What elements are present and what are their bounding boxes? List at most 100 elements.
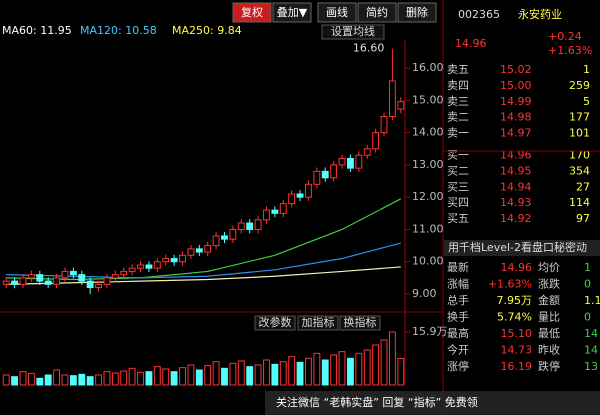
stat-label: 涨跌 — [538, 277, 560, 291]
volume-button[interactable] — [297, 315, 339, 331]
stat-value: 5.74% — [497, 311, 532, 324]
y-tick-label: 10.00 — [412, 255, 444, 268]
high-label: 16.60 — [353, 42, 385, 55]
candle-body — [321, 170, 329, 179]
volume-button[interactable] — [254, 315, 296, 331]
stat-label: 最低 — [538, 327, 560, 340]
toolbar-button-label[interactable]: 叠加▼ — [277, 6, 308, 19]
settings-button-label[interactable]: 设置均线 — [331, 24, 375, 38]
order-volume: 177 — [569, 111, 590, 124]
candle-body — [153, 261, 161, 269]
ma-legend: MA60: 11.95 — [2, 24, 72, 37]
order-price: 14.98 — [500, 111, 532, 124]
candle-body — [221, 235, 228, 240]
watermark-bar — [265, 391, 600, 415]
volume-bar — [19, 371, 27, 386]
toolbar-button-label[interactable]: 复权 — [241, 5, 263, 19]
stat-label: 涨幅 — [447, 278, 469, 291]
candle-body — [263, 209, 270, 221]
candle-body — [53, 277, 61, 285]
volume-bar — [321, 359, 329, 386]
volume-bar — [313, 352, 321, 386]
toolbar-button-label[interactable]: 删除 — [406, 5, 428, 19]
promo-text[interactable]: 用千档Level-2看盘口秘密动 — [448, 240, 587, 254]
volume-bar — [195, 369, 203, 386]
stat-label: 最新 — [447, 260, 469, 274]
volume-bar — [61, 374, 69, 386]
order-label: 卖四 — [447, 79, 469, 92]
stat-value: 0 — [584, 311, 591, 324]
y-tick-label: 9.00 — [412, 287, 437, 300]
volume-bar — [170, 371, 178, 386]
price-change-pct: +1.63% — [548, 44, 592, 57]
order-volume: 259 — [569, 79, 590, 92]
candle-body — [179, 254, 186, 263]
volume-bar — [397, 358, 405, 386]
volume-bar — [380, 339, 388, 386]
candle-body — [19, 277, 27, 285]
toolbar-button-label[interactable]: 简约 — [366, 5, 388, 19]
candle-body — [195, 248, 203, 253]
candle-body — [111, 274, 119, 279]
candle-body — [397, 101, 405, 110]
volume-bar — [128, 367, 136, 386]
settings-button[interactable] — [321, 24, 385, 40]
order-price: 14.95 — [500, 164, 532, 177]
candle-body — [355, 154, 363, 169]
order-price: 15.02 — [500, 63, 532, 76]
toolbar-button[interactable] — [317, 2, 357, 23]
order-label: 买三 — [447, 180, 469, 193]
candle-body — [95, 283, 102, 289]
stat-value: 14.73 — [501, 344, 533, 357]
ma-line — [6, 198, 402, 281]
ma-line — [6, 266, 401, 285]
volume-bar — [69, 375, 77, 386]
volume-bar — [237, 360, 245, 386]
candle-body — [2, 280, 10, 285]
volume-bar — [288, 356, 296, 386]
stat-label: 昨收 — [538, 343, 560, 357]
stat-label: 换手 — [447, 310, 469, 324]
order-label: 买四 — [447, 196, 469, 209]
volume-bar — [111, 372, 119, 386]
order-label: 买一 — [447, 149, 469, 162]
volume-button-label[interactable]: 改参数 — [259, 315, 292, 329]
stat-label: 金额 — [538, 293, 560, 307]
candle-body — [137, 264, 144, 269]
order-label: 买五 — [447, 212, 469, 225]
volume-button[interactable] — [339, 315, 381, 331]
toolbar-button[interactable] — [232, 2, 272, 23]
toolbar-button[interactable] — [397, 2, 437, 23]
toolbar-button-label[interactable]: 画线 — [326, 5, 348, 19]
volume-button-label[interactable]: 换指标 — [344, 315, 377, 329]
candle-body — [237, 222, 245, 230]
volume-bar — [212, 361, 220, 386]
toolbar-button[interactable] — [357, 2, 397, 23]
toolbar-button[interactable] — [272, 2, 312, 23]
order-label: 卖二 — [447, 111, 469, 124]
candle-body — [204, 245, 212, 253]
order-price: 14.93 — [500, 196, 532, 209]
stat-value: 16.19 — [501, 360, 533, 373]
y-tick-label: 15.00 — [412, 93, 444, 106]
volume-bar — [221, 367, 228, 386]
volume-bar — [229, 362, 237, 386]
order-volume: 1 — [583, 63, 590, 76]
stat-value: 14 — [584, 344, 598, 357]
candle-body — [296, 193, 304, 198]
order-label: 卖三 — [447, 95, 469, 108]
volume-bar — [330, 354, 338, 386]
candle-body — [103, 277, 111, 285]
volume-bar — [44, 374, 52, 386]
ma-legend: MA120: 10.58 — [80, 24, 157, 37]
candle-body — [288, 193, 296, 205]
volume-bar — [355, 352, 363, 386]
volume-bar — [36, 377, 44, 386]
volume-bar — [145, 371, 153, 386]
order-price: 14.97 — [500, 127, 532, 140]
volume-button-label[interactable]: 加指标 — [302, 315, 335, 329]
order-price: 14.99 — [500, 95, 532, 108]
volume-bar — [346, 357, 354, 386]
volume-bar — [86, 376, 94, 386]
